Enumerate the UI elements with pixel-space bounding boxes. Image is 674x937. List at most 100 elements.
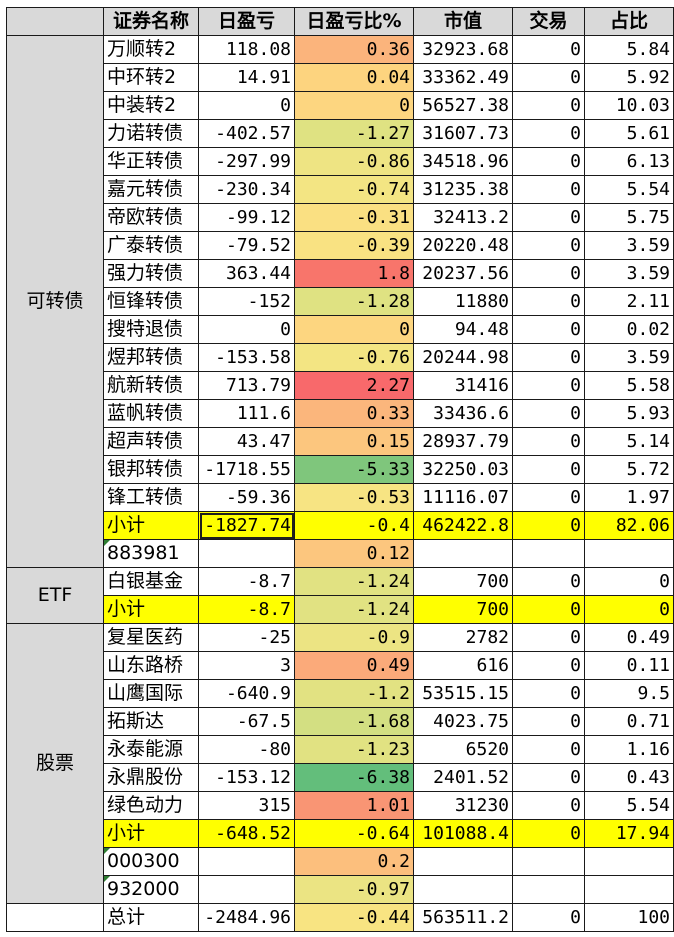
ratio-cell[interactable]: 9.5	[584, 679, 674, 708]
daily-pnl-pct-cell[interactable]: 0.04	[294, 63, 414, 92]
group-label-cell[interactable]: 股票	[6, 623, 104, 904]
daily-pnl-cell[interactable]: 14.91	[198, 63, 295, 92]
ratio-cell[interactable]: 0.49	[584, 623, 674, 652]
daily-pnl-cell[interactable]	[198, 539, 295, 568]
trade-cell[interactable]: 0	[512, 651, 585, 680]
daily-pnl-pct-cell[interactable]: 0.2	[294, 847, 414, 876]
ratio-cell[interactable]: 0	[584, 567, 674, 596]
market-value-cell[interactable]	[413, 875, 513, 904]
ratio-cell[interactable]: 3.59	[584, 343, 674, 372]
market-value-cell[interactable]: 11116.07	[413, 483, 513, 512]
daily-pnl-pct-cell[interactable]: -1.24	[294, 595, 414, 624]
security-name-cell[interactable]: 恒锋转债	[103, 287, 199, 316]
ratio-cell[interactable]: 5.75	[584, 203, 674, 232]
daily-pnl-cell[interactable]	[198, 847, 295, 876]
security-name-cell[interactable]: 嘉元转债	[103, 175, 199, 204]
ratio-cell[interactable]: 5.14	[584, 427, 674, 456]
market-value-cell[interactable]: 101088.4	[413, 819, 513, 848]
daily-pnl-pct-cell[interactable]: 1.8	[294, 259, 414, 288]
ratio-cell[interactable]: 0.02	[584, 315, 674, 344]
ratio-cell[interactable]: 3.59	[584, 231, 674, 260]
trade-cell[interactable]: 0	[512, 399, 585, 428]
daily-pnl-cell[interactable]: -153.12	[198, 763, 295, 792]
trade-cell[interactable]: 0	[512, 203, 585, 232]
trade-cell[interactable]: 0	[512, 147, 585, 176]
market-value-cell[interactable]: 53515.15	[413, 679, 513, 708]
daily-pnl-pct-cell[interactable]: -1.24	[294, 567, 414, 596]
trade-cell[interactable]	[512, 875, 585, 904]
trade-cell[interactable]: 0	[512, 343, 585, 372]
daily-pnl-pct-cell[interactable]: 0	[294, 91, 414, 120]
security-name-cell[interactable]: 银邦转债	[103, 455, 199, 484]
security-name-cell[interactable]: 复星医药	[103, 623, 199, 652]
trade-cell[interactable]: 0	[512, 483, 585, 512]
daily-pnl-cell[interactable]: 111.6	[198, 399, 295, 428]
daily-pnl-cell[interactable]: 118.08	[198, 35, 295, 64]
security-name-cell[interactable]: 白银基金	[103, 567, 199, 596]
security-name-cell[interactable]: 绿色动力	[103, 791, 199, 820]
security-name-cell[interactable]: 永泰能源	[103, 735, 199, 764]
daily-pnl-cell[interactable]: -25	[198, 623, 295, 652]
daily-pnl-pct-cell[interactable]: -0.64	[294, 819, 414, 848]
ratio-cell[interactable]: 5.72	[584, 455, 674, 484]
index-code-cell[interactable]: 932000	[103, 875, 199, 904]
header-market-value[interactable]: 市值	[413, 7, 513, 36]
security-name-cell[interactable]: 航新转债	[103, 371, 199, 400]
daily-pnl-pct-cell[interactable]: 0	[294, 315, 414, 344]
ratio-cell[interactable]: 1.97	[584, 483, 674, 512]
security-name-cell[interactable]: 广泰转债	[103, 231, 199, 260]
market-value-cell[interactable]: 94.48	[413, 315, 513, 344]
daily-pnl-pct-cell[interactable]: -0.4	[294, 511, 414, 540]
market-value-cell[interactable]: 32923.68	[413, 35, 513, 64]
ratio-cell[interactable]	[584, 875, 674, 904]
daily-pnl-pct-cell[interactable]: 0.36	[294, 35, 414, 64]
ratio-cell[interactable]: 17.94	[584, 819, 674, 848]
group-label-cell[interactable]: ETF	[6, 567, 104, 624]
ratio-cell[interactable]: 0.11	[584, 651, 674, 680]
trade-cell[interactable]	[512, 847, 585, 876]
security-name-cell[interactable]: 中装转2	[103, 91, 199, 120]
security-name-cell[interactable]: 搜特退债	[103, 315, 199, 344]
ratio-cell[interactable]: 100	[584, 903, 674, 932]
ratio-cell[interactable]: 82.06	[584, 511, 674, 540]
daily-pnl-cell[interactable]: -1718.55	[198, 455, 295, 484]
daily-pnl-cell[interactable]: -67.5	[198, 707, 295, 736]
market-value-cell[interactable]: 34518.96	[413, 147, 513, 176]
daily-pnl-pct-cell[interactable]: 0.15	[294, 427, 414, 456]
daily-pnl-pct-cell[interactable]: -1.23	[294, 735, 414, 764]
daily-pnl-pct-cell[interactable]: -0.74	[294, 175, 414, 204]
market-value-cell[interactable]	[413, 847, 513, 876]
trade-cell[interactable]: 0	[512, 735, 585, 764]
daily-pnl-pct-cell[interactable]: -1.68	[294, 707, 414, 736]
ratio-cell[interactable]: 5.54	[584, 791, 674, 820]
ratio-cell[interactable]: 6.13	[584, 147, 674, 176]
ratio-cell[interactable]: 5.58	[584, 371, 674, 400]
daily-pnl-cell[interactable]: -648.52	[198, 819, 295, 848]
index-code-cell[interactable]: 883981	[103, 539, 199, 568]
header-daily-pnl-pct[interactable]: 日盈亏比%	[294, 7, 414, 36]
daily-pnl-cell[interactable]: 315	[198, 791, 295, 820]
daily-pnl-cell[interactable]: -230.34	[198, 175, 295, 204]
daily-pnl-pct-cell[interactable]: -1.27	[294, 119, 414, 148]
market-value-cell[interactable]: 31235.38	[413, 175, 513, 204]
trade-cell[interactable]: 0	[512, 119, 585, 148]
header-trade[interactable]: 交易	[512, 7, 585, 36]
trade-cell[interactable]: 0	[512, 595, 585, 624]
ratio-cell[interactable]: 5.84	[584, 35, 674, 64]
group-label-cell[interactable]: 可转债	[6, 35, 104, 568]
security-name-cell[interactable]: 总计	[103, 903, 199, 932]
daily-pnl-cell[interactable]: -152	[198, 287, 295, 316]
daily-pnl-cell[interactable]: -8.7	[198, 567, 295, 596]
daily-pnl-cell[interactable]: 363.44	[198, 259, 295, 288]
ratio-cell[interactable]: 3.59	[584, 259, 674, 288]
market-value-cell[interactable]: 56527.38	[413, 91, 513, 120]
trade-cell[interactable]: 0	[512, 231, 585, 260]
daily-pnl-pct-cell[interactable]: 0.49	[294, 651, 414, 680]
daily-pnl-pct-cell[interactable]: -1.28	[294, 287, 414, 316]
daily-pnl-cell[interactable]: -80	[198, 735, 295, 764]
ratio-cell[interactable]: 5.92	[584, 63, 674, 92]
security-name-cell[interactable]: 锋工转债	[103, 483, 199, 512]
ratio-cell[interactable]: 0.43	[584, 763, 674, 792]
header-security-name[interactable]: 证券名称	[103, 7, 199, 36]
daily-pnl-pct-cell[interactable]: 2.27	[294, 371, 414, 400]
